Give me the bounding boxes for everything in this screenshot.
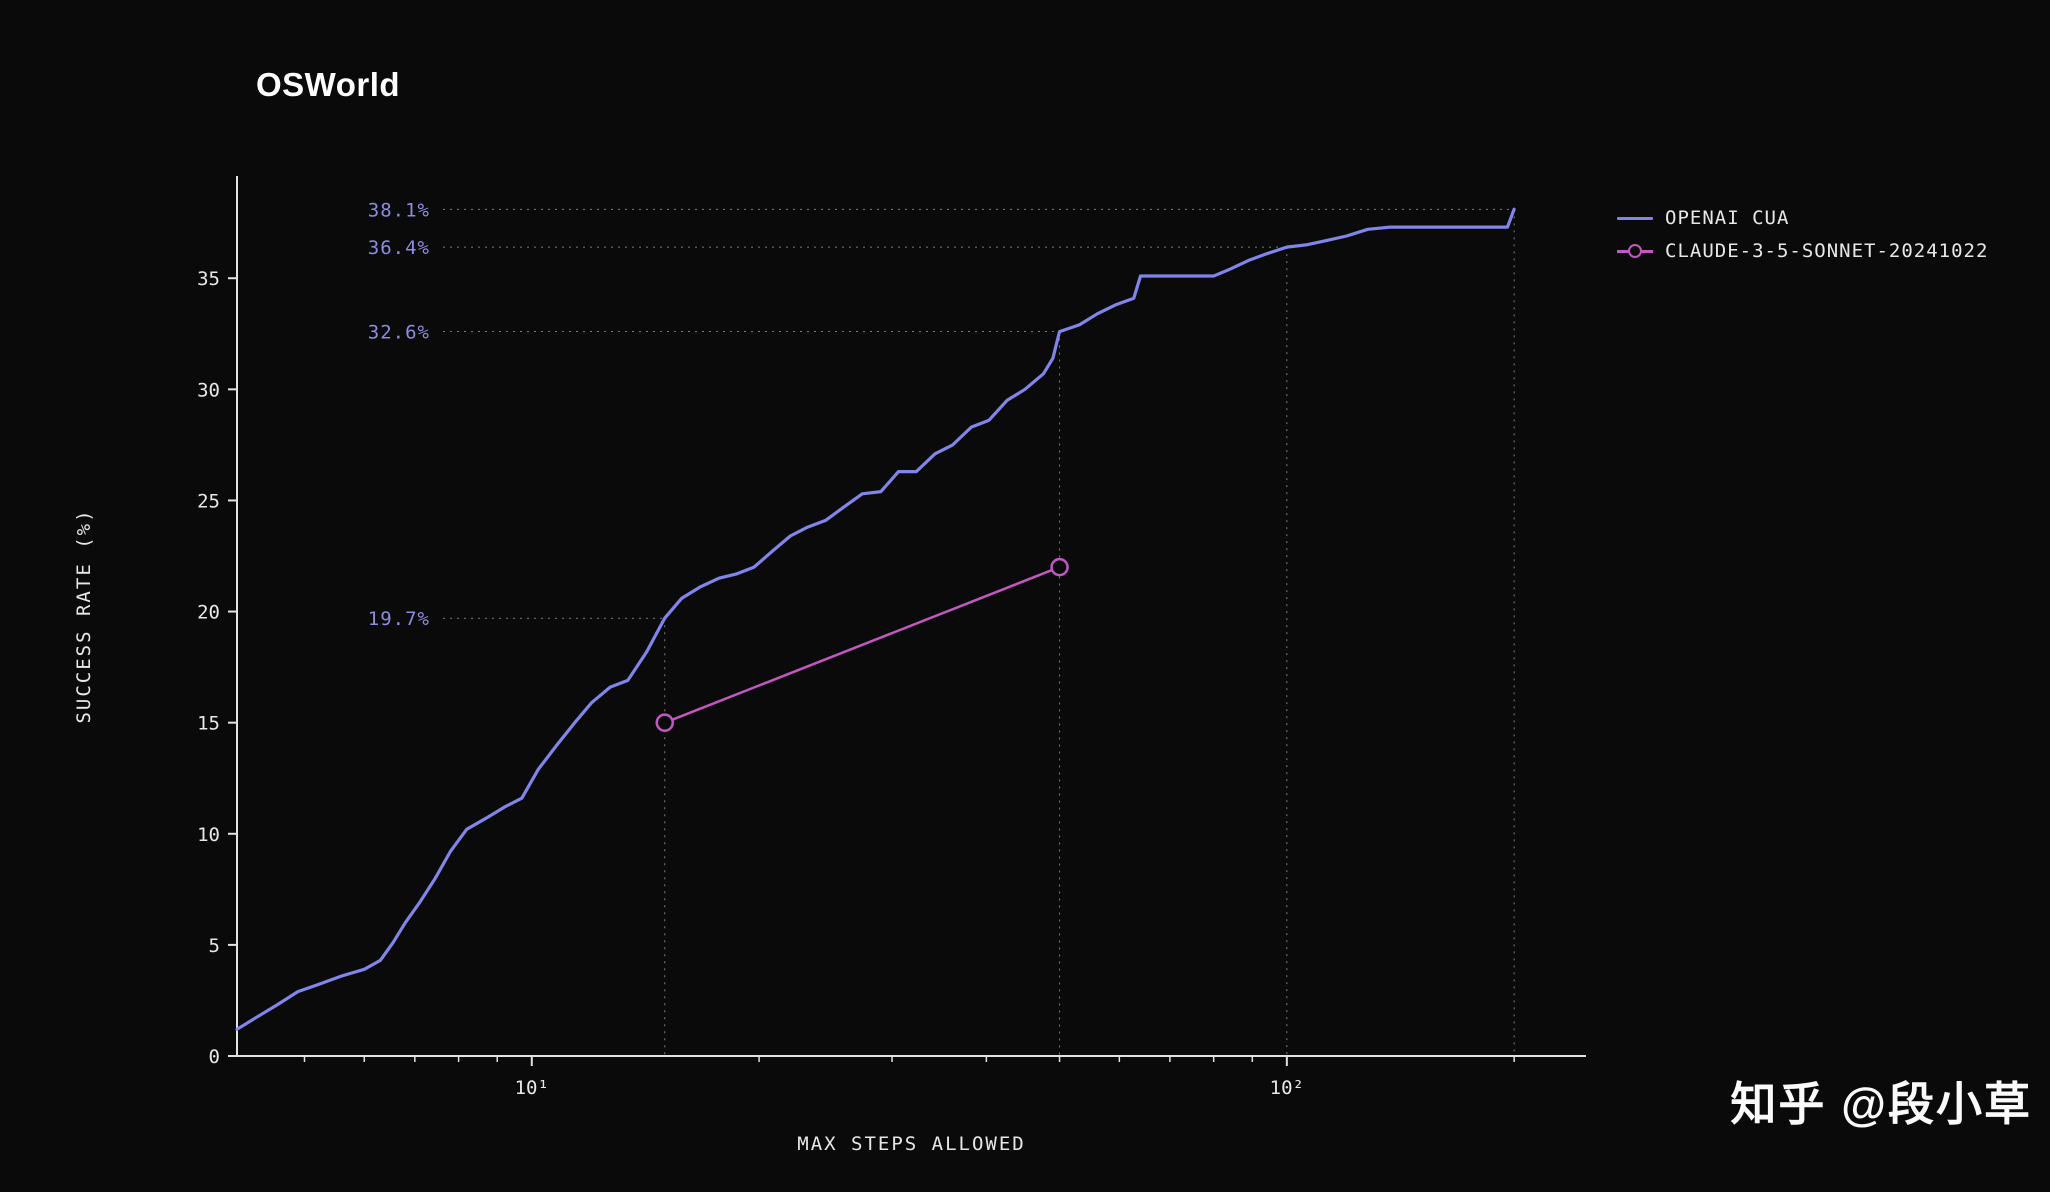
- y-tick-label-5: 5: [209, 935, 220, 957]
- legend-circle-marker-claude: [1628, 244, 1642, 258]
- y-axis-label: SUCCESS RATE (%): [73, 508, 95, 723]
- legend-item-openai-cua: OPENAI CUA: [1617, 206, 1988, 230]
- y-tick-label-30: 30: [197, 379, 220, 401]
- legend-label-openai-cua: OPENAI CUA: [1665, 207, 1790, 229]
- annotation-label-19.7%: 19.7%: [368, 608, 430, 630]
- chart-title: OSWorld: [256, 66, 401, 103]
- y-tick-label-15: 15: [197, 713, 220, 735]
- y-tick-label-0: 0: [209, 1046, 220, 1068]
- series-line-claude: [663, 565, 1061, 724]
- series-line-openai-cua: [235, 207, 1516, 1031]
- y-tick-label-10: 10: [197, 824, 220, 846]
- annotation-label-38.1%: 38.1%: [368, 199, 430, 221]
- annotation-label-32.6%: 32.6%: [368, 322, 430, 344]
- legend-label-claude: CLAUDE-3-5-SONNET-20241022: [1665, 240, 1989, 262]
- x-tick-label-10: 10¹: [515, 1077, 549, 1099]
- y-tick-label-20: 20: [197, 602, 220, 624]
- x-tick-label-100: 10²: [1270, 1077, 1304, 1099]
- watermark-zhihu: 知乎 @段小草: [1730, 1078, 2032, 1130]
- y-tick-label-25: 25: [197, 490, 220, 512]
- legend-item-claude: CLAUDE-3-5-SONNET-20241022: [1617, 239, 1988, 263]
- x-axis-label: MAX STEPS ALLOWED: [797, 1133, 1025, 1155]
- series-marker-claude-0: [655, 713, 674, 732]
- chart-legend: OPENAI CUA CLAUDE-3-5-SONNET-20241022: [1617, 206, 1988, 263]
- y-tick-label-35: 35: [197, 268, 220, 290]
- legend-marker-swatch-claude: [1617, 242, 1653, 260]
- annotation-label-36.4%: 36.4%: [368, 237, 430, 259]
- legend-line-swatch-cua: [1617, 216, 1653, 220]
- series-marker-claude-1: [1050, 557, 1069, 577]
